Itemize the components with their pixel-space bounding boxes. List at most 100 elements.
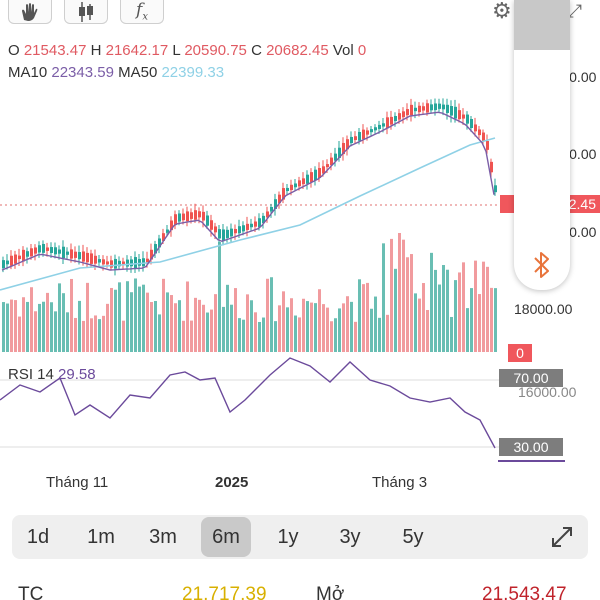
candle	[274, 199, 277, 209]
timeframe-1m[interactable]: 1m	[87, 526, 115, 548]
candle	[46, 247, 49, 251]
hand-icon	[22, 2, 38, 21]
price-scale-label: 16000.00	[518, 384, 577, 400]
volume-bar	[26, 301, 29, 352]
candle	[226, 229, 229, 238]
tc-label: TC	[18, 584, 44, 600]
timeframe-3m[interactable]: 3m	[149, 526, 177, 548]
bluetooth-icon[interactable]	[529, 250, 555, 280]
candle	[214, 226, 217, 233]
price-chart[interactable]	[0, 0, 600, 470]
volume-bar	[326, 307, 329, 352]
hand-tool-button[interactable]	[8, 0, 52, 24]
volume-bar	[294, 315, 297, 352]
volume-bar	[306, 301, 309, 352]
candle	[246, 223, 249, 230]
chart-type-button[interactable]	[64, 0, 108, 24]
candle	[82, 251, 85, 262]
candle	[382, 123, 385, 127]
candle	[26, 251, 29, 257]
volume-bar	[78, 300, 81, 352]
floating-panel[interactable]	[514, 0, 570, 290]
volume-bar	[354, 321, 357, 352]
volume-bar	[50, 302, 53, 352]
candle	[374, 127, 377, 131]
candle	[2, 260, 5, 269]
volume-bar	[266, 278, 269, 352]
candle	[302, 178, 305, 185]
candle	[414, 107, 417, 112]
volume-bar	[366, 282, 369, 352]
volume-bar	[430, 252, 433, 352]
volume-bar	[334, 318, 337, 352]
timeframe-6m[interactable]: 6m	[201, 517, 251, 557]
candle	[290, 184, 293, 191]
candle	[446, 104, 449, 113]
settings-gear-icon[interactable]: ⚙	[492, 0, 512, 23]
candle	[126, 259, 129, 267]
indicator-button[interactable]: fx	[120, 0, 164, 24]
volume-bar	[10, 299, 13, 352]
volume-bar	[258, 321, 261, 352]
candle	[430, 104, 433, 111]
volume-bar	[482, 261, 485, 352]
close-value: 20682.45	[266, 42, 329, 59]
timeframe-1d[interactable]: 1d	[26, 526, 50, 548]
candle	[170, 220, 173, 231]
volume-bar	[454, 280, 457, 352]
volume-bar	[134, 278, 137, 352]
expand-icon[interactable]	[550, 525, 574, 549]
timeframe-3y[interactable]: 3y	[339, 526, 361, 548]
candle	[58, 249, 61, 254]
volume-bar	[322, 304, 325, 352]
volume-bar	[70, 278, 73, 352]
volume-bar	[458, 272, 461, 352]
volume-bar	[210, 309, 213, 352]
candle	[106, 261, 109, 265]
volume-bar	[2, 302, 5, 352]
candle	[30, 248, 33, 257]
volume-bar	[254, 312, 257, 352]
volume-bar	[350, 301, 353, 352]
timeframe-1y[interactable]: 1y	[277, 526, 299, 548]
candle	[390, 116, 393, 125]
candle	[478, 129, 481, 136]
candle	[454, 106, 457, 119]
fullscreen-icon[interactable]: ⤢	[567, 0, 582, 21]
candle	[66, 251, 69, 255]
candlestick-icon	[79, 1, 93, 22]
candle	[6, 260, 9, 265]
candle	[198, 211, 201, 218]
candle	[486, 140, 489, 150]
timeframe-5y[interactable]: 5y	[402, 526, 424, 548]
volume-bar	[478, 294, 481, 352]
volume-bar	[382, 243, 385, 352]
candle	[490, 161, 493, 173]
volume-bar	[110, 287, 113, 352]
candle	[378, 124, 381, 129]
panel-handle[interactable]	[514, 0, 570, 50]
candle	[262, 215, 265, 224]
candle	[130, 259, 133, 267]
volume-bar	[62, 293, 65, 352]
volume-bar	[386, 314, 389, 352]
x-axis-label: Tháng 11	[46, 474, 109, 491]
volume-bar	[290, 298, 293, 352]
candle	[406, 109, 409, 116]
volume-bar	[346, 296, 349, 352]
volume-bar	[166, 292, 169, 352]
candle	[50, 247, 53, 253]
candle	[98, 259, 101, 263]
rsi-line	[0, 357, 496, 449]
candle	[10, 255, 13, 266]
candle	[90, 253, 93, 264]
candle	[294, 183, 297, 188]
volume-bar	[150, 302, 153, 352]
candle	[14, 254, 17, 264]
volume-bar	[338, 308, 341, 352]
candle	[146, 258, 149, 263]
candle	[358, 131, 361, 141]
volume-bar	[390, 238, 393, 352]
candle	[162, 233, 165, 241]
volume-bar	[34, 311, 37, 352]
